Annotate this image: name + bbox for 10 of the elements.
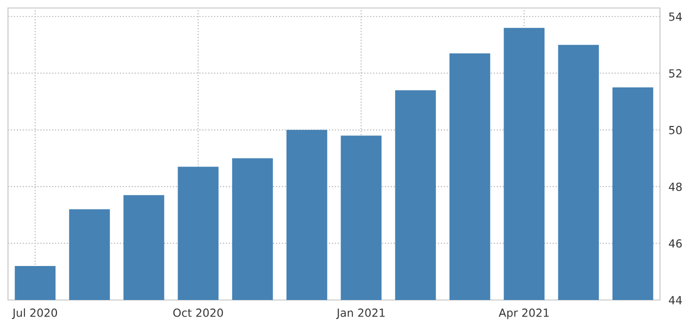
- y-tick-label: 54: [669, 12, 682, 21]
- x-tick-label: Apr 2021: [498, 308, 549, 320]
- x-tick-label: Jul 2020: [12, 308, 58, 319]
- x-tick-label: Jan 2021: [336, 308, 385, 319]
- x-tick-label: Oct 2020: [173, 308, 223, 317]
- y-tick-label: 50: [669, 126, 682, 134]
- y-tick-label: 48: [668, 182, 682, 191]
- y-tick-label: 46: [668, 239, 682, 248]
- y-tick-label: 52: [669, 69, 682, 78]
- y-tick-label: 44: [668, 296, 682, 304]
